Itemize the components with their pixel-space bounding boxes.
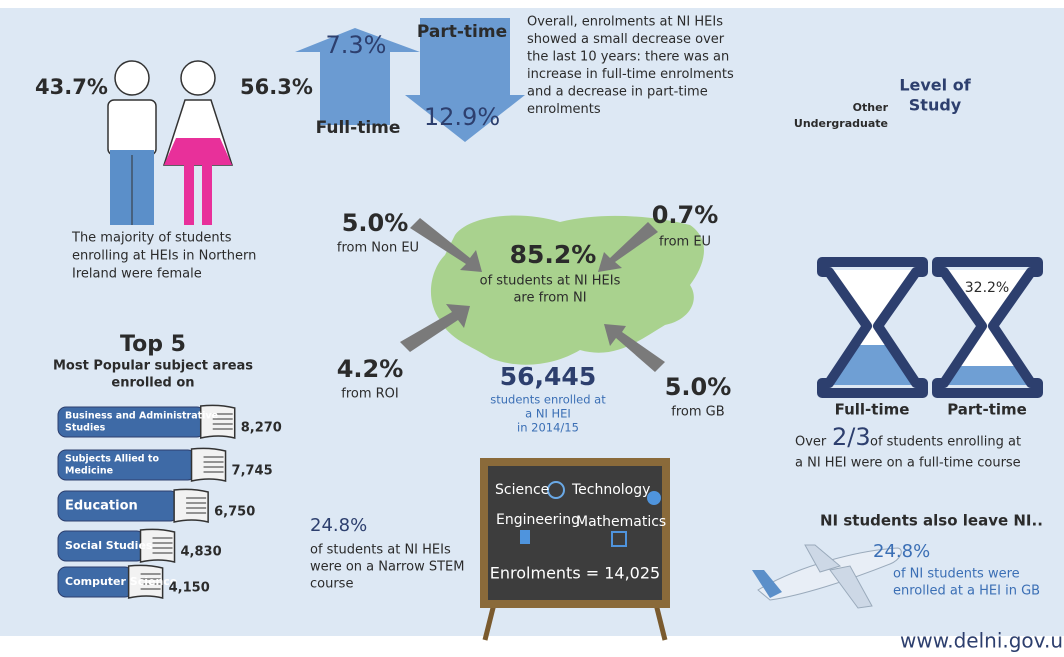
origin-text: from Non EU — [337, 241, 419, 256]
up-arrow — [295, 28, 420, 125]
subject-value: 7,745 — [232, 464, 273, 479]
hourglass-sand — [945, 366, 1030, 385]
hourglass-name: Part-time — [947, 401, 1027, 419]
stem-word: Engineering — [496, 512, 580, 528]
gender-caption: The majority of students — [71, 231, 232, 246]
ni-text: are from NI — [513, 291, 586, 306]
hourglass-frame — [932, 257, 1043, 398]
origin-text: from GB — [671, 405, 724, 420]
top5-subtitle: Most Popular subject areas — [53, 359, 253, 374]
stem-enrolments: Enrolments = 14,025 — [490, 564, 660, 583]
ni-text: of students at NI HEIs — [480, 274, 621, 289]
mode-text: increase in full-time enrolments — [527, 67, 734, 82]
mode-text: the last 10 years: there was an — [527, 50, 729, 65]
gender-icons — [107, 60, 234, 225]
stem-text: of students at NI HEIs — [310, 543, 451, 558]
mode-text: Overall, enrolments at NI HEIs — [527, 15, 723, 30]
ni-map — [430, 215, 704, 365]
female-pct: 56.3% — [240, 75, 313, 99]
stem-word: Science — [495, 482, 549, 498]
top5-title: Top 5 — [120, 332, 186, 357]
origin-pct: 5.0% — [665, 373, 732, 401]
stem-pct: 24.8% — [310, 515, 367, 536]
subject-value: 8,270 — [241, 421, 282, 436]
hourglass-label: 32.2% — [965, 280, 1009, 296]
total-text: students enrolled at — [490, 393, 606, 407]
stem-text: were on a Narrow STEM — [310, 560, 464, 575]
subject-value: 4,150 — [169, 581, 210, 596]
hourglass-frame — [817, 257, 928, 398]
mode-text: enrolments — [527, 102, 601, 117]
subject-name: Computer Science — [65, 575, 177, 588]
plane-icon — [752, 544, 902, 609]
origin-text: from EU — [659, 235, 711, 250]
attendance-pre: Over — [795, 435, 827, 450]
leave-text: enrolled at a HEI in GB — [893, 584, 1040, 599]
attendance-post: of students enrolling at — [870, 435, 1021, 450]
mode-text: showed a small decrease over — [527, 32, 725, 47]
up-label: Full-time — [316, 118, 401, 138]
subject-name: Subjects Allied to — [65, 454, 159, 465]
stem-word: Technology — [571, 482, 650, 498]
attendance-line2: a NI HEI were on a full-time course — [795, 456, 1021, 471]
top5-subtitle: enrolled on — [111, 376, 194, 391]
down-arrow — [405, 18, 525, 142]
down-pct: 12.9% — [424, 103, 500, 131]
chalkboard — [480, 458, 670, 641]
hourglass-label: 67.8% — [850, 280, 894, 296]
attendance-big: 2/3 — [832, 423, 871, 451]
segment-name: Other — [853, 101, 889, 114]
origin-pct: 5.0% — [342, 209, 409, 237]
down-label: Part-time — [417, 22, 507, 42]
ni-pct: 85.2% — [510, 240, 597, 269]
subject-name: Medicine — [65, 466, 113, 477]
leave-text: of NI students were — [893, 567, 1020, 582]
book-icon — [173, 488, 209, 523]
footer-url: www.delni.gov.uk — [900, 629, 1064, 653]
segment-name: Undergraduate — [794, 117, 888, 130]
total: 56,445 — [500, 362, 596, 391]
origin-pct: 0.7% — [652, 201, 719, 229]
book-icon — [190, 447, 227, 482]
total-text: a NI HEI — [525, 407, 571, 421]
leave-title: NI students also leave NI.. — [820, 512, 1043, 530]
hourglass-name: Full-time — [835, 401, 910, 419]
donut-center: Level of — [899, 76, 971, 95]
subject-name: Social Studies — [65, 539, 153, 552]
up-pct: 7.3% — [326, 31, 387, 59]
origin-pct: 4.2% — [337, 355, 404, 383]
stem-word: Mathematics — [576, 514, 666, 530]
mode-text: and a decrease in part-time — [527, 85, 708, 100]
origin-text: from ROI — [341, 387, 398, 402]
subject-name: Business and Administrative — [65, 411, 218, 422]
subject-value: 6,750 — [214, 505, 255, 520]
subject-name: Education — [65, 499, 138, 514]
gender-caption: enrolling at HEIs in Northern — [72, 249, 256, 264]
origin-arrows — [400, 218, 665, 372]
total-text: in 2014/15 — [517, 421, 579, 435]
leave-pct: 24.8% — [873, 541, 930, 562]
subject-value: 4,830 — [181, 545, 222, 560]
subject-name: Studies — [65, 423, 106, 434]
male-pct: 43.7% — [35, 75, 108, 99]
stem-text: course — [310, 577, 353, 592]
donut-center: Study — [909, 96, 962, 115]
gender-caption: Ireland were female — [72, 267, 202, 282]
